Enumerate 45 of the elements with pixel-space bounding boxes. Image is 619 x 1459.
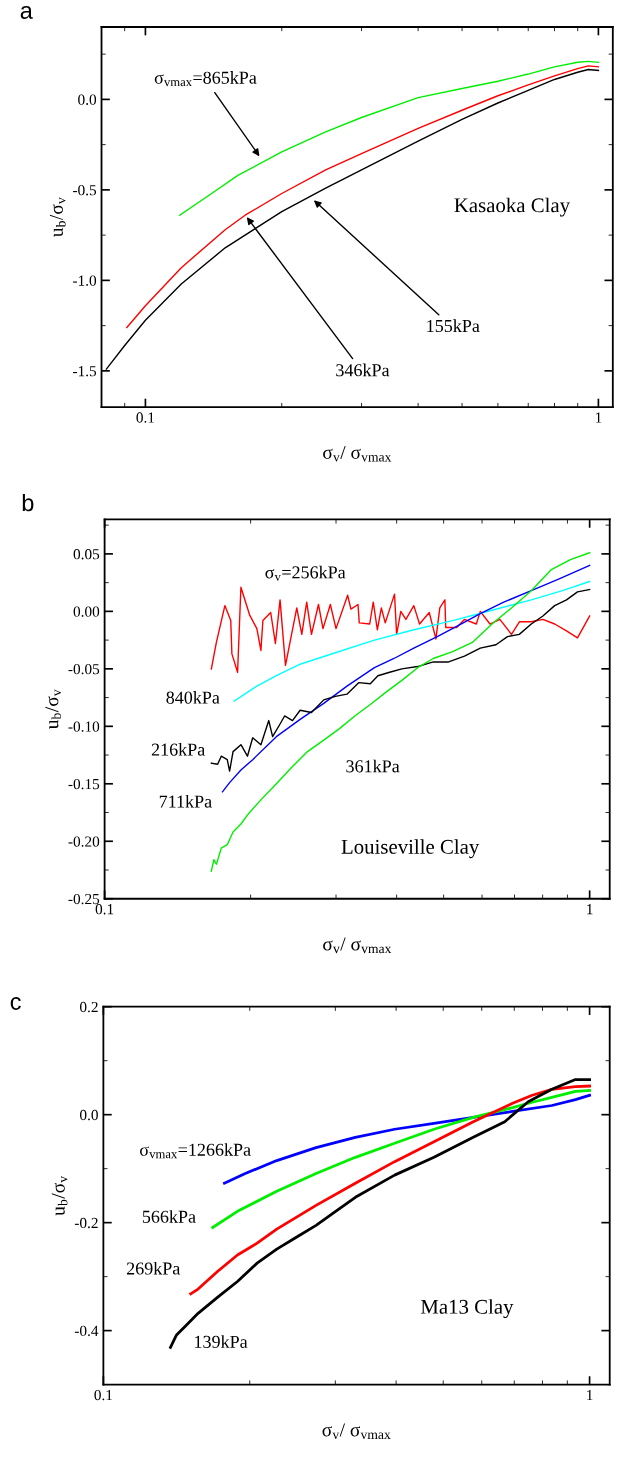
y-tick-label: -0.4 — [74, 1325, 99, 1337]
chart-title: c — [10, 997, 21, 1010]
y-tick-label: 0.05 — [73, 549, 100, 560]
x-axis-title: σ$_{v}$/ σ$_{vmax}$ — [323, 937, 392, 954]
y-tick-label: 0.0 — [78, 94, 97, 105]
x-tick-label: 0.1 — [136, 412, 155, 423]
y-axis-title: u$_{b}$/σ$_{v}$ — [51, 1175, 68, 1216]
y-tick-label: -0.20 — [68, 836, 100, 847]
x-tick-label: 1 — [595, 412, 602, 423]
y-tick-label: -1.0 — [73, 275, 97, 286]
annotation: 139kPa — [195, 1335, 248, 1348]
annotation: 711kPa — [159, 794, 212, 808]
y-tick-label: 0.00 — [73, 606, 100, 617]
annotation: 269kPa — [126, 1261, 181, 1275]
x-tick-label: 1 — [587, 904, 593, 915]
chart-title: b — [22, 493, 34, 512]
annotation: Kasaoka Clay — [454, 197, 570, 217]
y-tick-label: 0.2 — [80, 1001, 98, 1013]
y-tick-label: 0.0 — [80, 1109, 98, 1121]
y-tick-label: -0.25 — [68, 893, 100, 905]
y-tick-label: -0.15 — [68, 778, 100, 790]
annotation: 155kPa — [427, 319, 480, 333]
annotation: 840kPa — [166, 691, 220, 704]
annotation: 566kPa — [142, 1210, 196, 1223]
x-tick-label: 1 — [587, 1389, 593, 1401]
annotation: Louiseville Clay — [341, 839, 480, 859]
annotation: σ$_{vmax}$=865kPa — [154, 71, 257, 87]
x-tick-label: 0.1 — [95, 904, 114, 915]
x-axis-title: σ$_{v}$/ σ$_{vmax}$ — [323, 445, 392, 462]
y-tick-label: -1.5 — [73, 366, 97, 377]
y-axis-title: u$_{b}$/σ$_{v}$ — [45, 689, 62, 730]
annotation: σ$_{vmax}$=1266kPa — [140, 1143, 251, 1159]
x-tick-label: 0.1 — [94, 1389, 112, 1401]
annotation: 361kPa — [346, 759, 400, 773]
y-tick-label: -0.2 — [74, 1217, 98, 1229]
x-axis-title: σ$_{v}$/ σ$_{vmax}$ — [322, 1423, 391, 1440]
annotation: 216kPa — [151, 742, 205, 756]
annotation: 346kPa — [336, 363, 390, 377]
chart-title: a — [20, 5, 33, 19]
annotation: Ma13 Clay — [420, 1299, 514, 1319]
y-tick-label: -0.10 — [68, 721, 100, 732]
y-tick-label: -0.05 — [68, 663, 100, 675]
annotation: σ$_{v}$=256kPa — [265, 565, 346, 581]
y-tick-label: -0.5 — [73, 185, 97, 196]
y-axis-title: u$_{b}$/σ$_{v}$ — [49, 197, 66, 237]
